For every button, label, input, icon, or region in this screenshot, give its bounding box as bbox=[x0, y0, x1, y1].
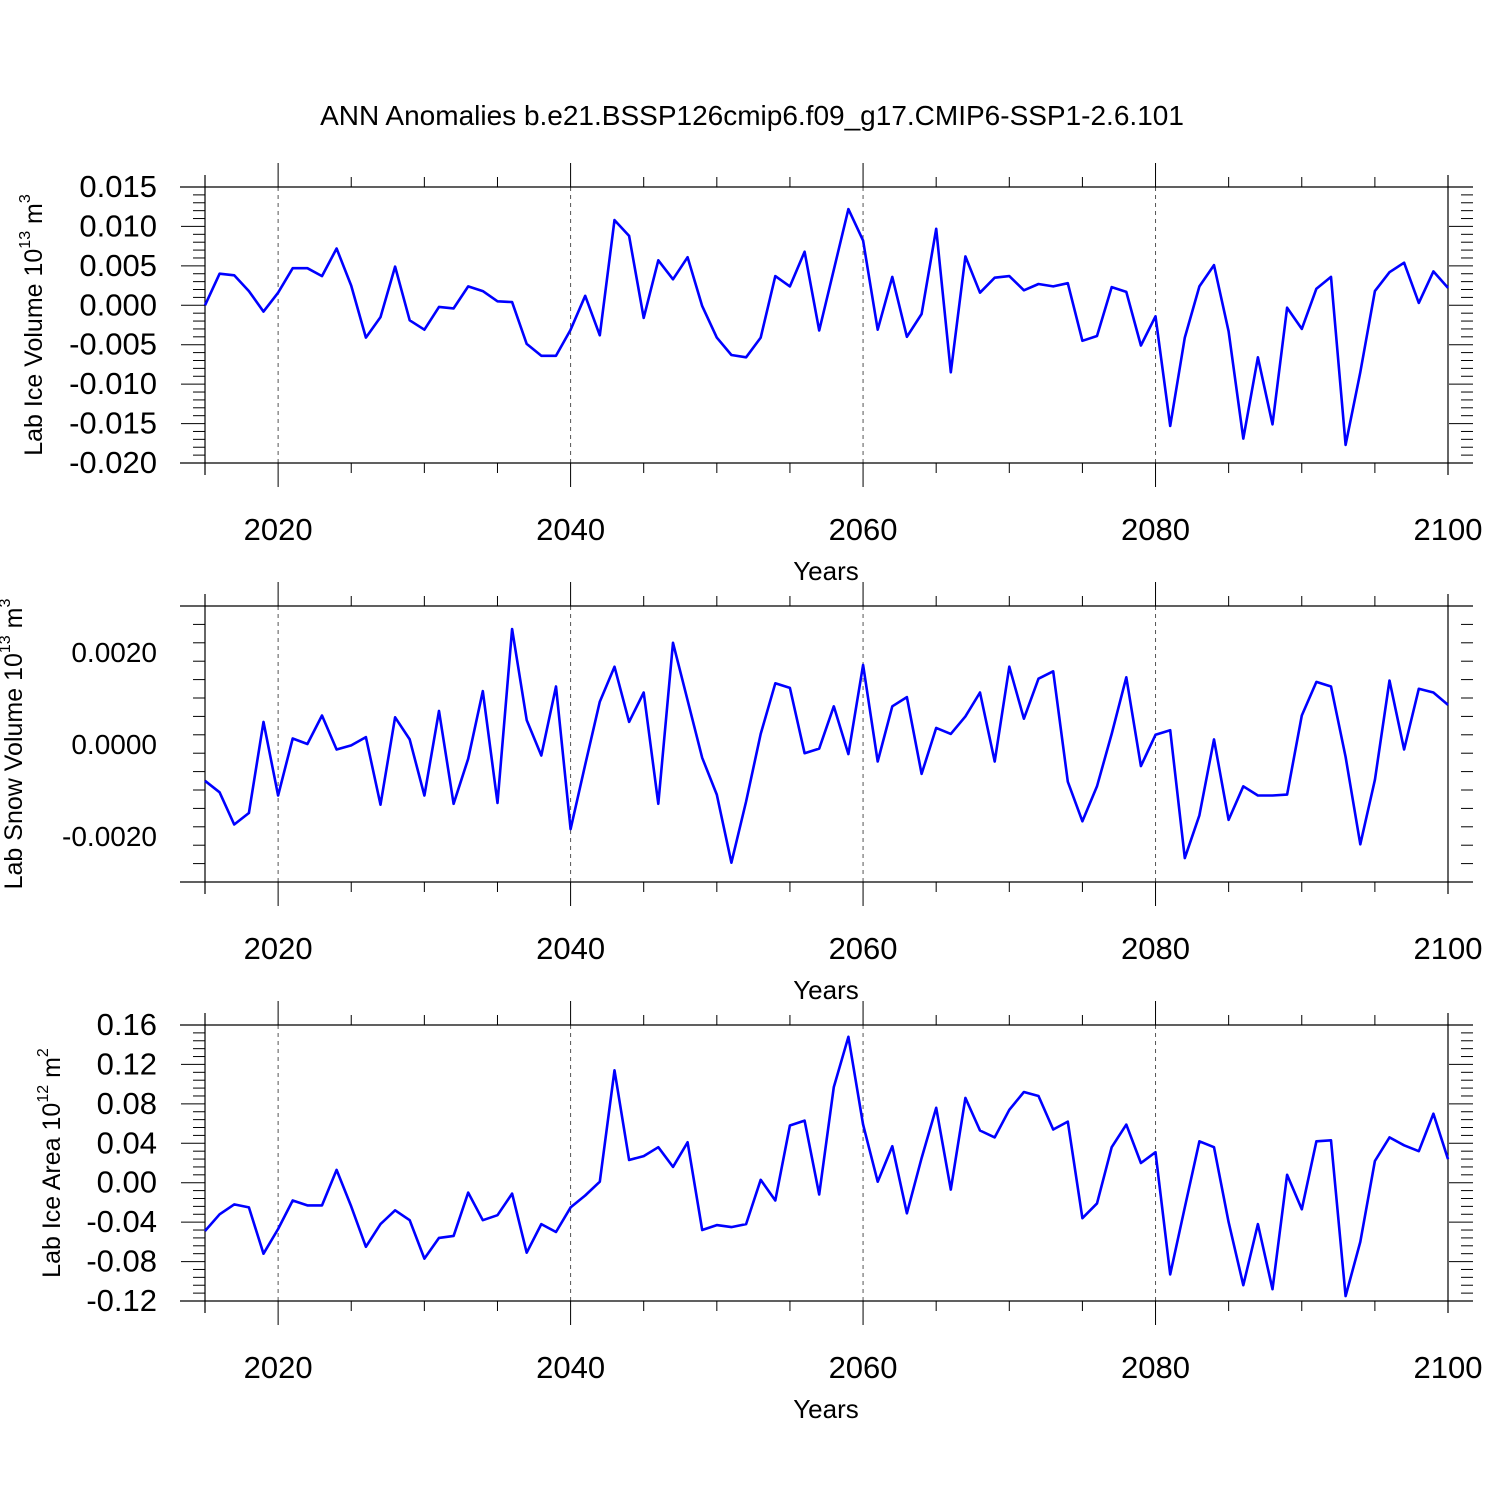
y-axis-label-pow: 3 bbox=[17, 194, 34, 203]
y-tick-label: 0.08 bbox=[97, 1086, 157, 1121]
y-axis-label-name: Lab Ice Area 10 bbox=[38, 1103, 66, 1278]
x-axis-label: Years bbox=[793, 1394, 859, 1424]
panel-1: 0.015 0.010 0.005 0.000 -0.005 -0.010 -0.015 -0… bbox=[17, 163, 1482, 586]
x-axis-label: Years bbox=[793, 556, 859, 586]
x-tick-label: 2040 bbox=[536, 931, 605, 966]
x-tick-label: 2060 bbox=[829, 512, 898, 547]
y-tick-label: 0.005 bbox=[79, 248, 157, 283]
y-tick-label: -0.015 bbox=[69, 406, 157, 441]
y-tick-label: 0.16 bbox=[97, 1007, 157, 1042]
series-line bbox=[204, 1035, 1450, 1298]
chart-title: ANN Anomalies b.e21.BSSP126cmip6.f09_g17… bbox=[320, 100, 1184, 131]
x-tick-label: 2020 bbox=[244, 512, 313, 547]
y-tick-label: -0.0020 bbox=[62, 821, 157, 852]
y-axis-label-pow: 2 bbox=[35, 1048, 52, 1057]
y-tick-label: 0.12 bbox=[97, 1046, 157, 1081]
x-tick-label: 2040 bbox=[536, 512, 605, 547]
y-tick-label: -0.010 bbox=[69, 366, 157, 401]
y-axis-label-exp: 13 bbox=[0, 635, 14, 653]
x-tick-label: 2100 bbox=[1414, 1350, 1483, 1385]
y-tick-label: 0.0000 bbox=[71, 729, 157, 760]
y-tick-label: -0.005 bbox=[69, 327, 157, 362]
series-line bbox=[204, 627, 1449, 865]
x-tick-label: 2040 bbox=[536, 1350, 605, 1385]
panel-2: 0.0020 0.0000 -0.0020 2020 2040 2060 2080 2100 Y… bbox=[0, 582, 1482, 1005]
y-axis-label: Lab Ice Area 1012 m2 bbox=[35, 1048, 66, 1278]
x-tick-label: 2080 bbox=[1121, 1350, 1190, 1385]
y-axis-label-name: Lab Snow Volume 10 bbox=[0, 653, 28, 889]
y-tick-label: 0.010 bbox=[79, 208, 157, 243]
y-tick-label: 0.015 bbox=[79, 169, 157, 204]
y-tick-label: 0.0020 bbox=[71, 637, 157, 668]
y-axis-label: Lab Snow Volume 1013 m3 bbox=[0, 599, 28, 890]
y-tick-label: 0.00 bbox=[97, 1165, 157, 1200]
y-axis-label: Lab Ice Volume 1013 m3 bbox=[17, 194, 48, 456]
y-tick-label: -0.08 bbox=[86, 1244, 157, 1279]
x-tick-label: 2100 bbox=[1414, 931, 1483, 966]
panels: 0.015 0.010 0.005 0.000 -0.005 -0.010 -0.015 -0… bbox=[0, 163, 1482, 1424]
x-tick-label: 2020 bbox=[244, 931, 313, 966]
y-tick-label: 0.000 bbox=[79, 287, 157, 322]
y-axis-label-unit: m bbox=[20, 203, 48, 231]
series-line bbox=[203, 207, 1449, 447]
y-axis-label-exp: 13 bbox=[17, 231, 34, 249]
x-tick-label: 2060 bbox=[829, 931, 898, 966]
y-axis-label-pow: 3 bbox=[0, 599, 14, 608]
y-axis-label-name: Lab Ice Volume 10 bbox=[20, 249, 48, 456]
y-axis-label-unit: m bbox=[0, 608, 28, 636]
x-tick-label: 2020 bbox=[244, 1350, 313, 1385]
y-tick-label: -0.04 bbox=[86, 1204, 157, 1239]
y-axis-label-exp: 12 bbox=[35, 1085, 52, 1103]
x-tick-label: 2080 bbox=[1121, 931, 1190, 966]
y-tick-label: -0.12 bbox=[86, 1283, 157, 1318]
x-axis-label: Years bbox=[793, 975, 859, 1005]
panel-3: 0.16 0.12 0.08 0.04 0.00 -0.04 -0.08 -0.12 2020 2… bbox=[35, 1001, 1482, 1424]
x-tick-label: 2060 bbox=[829, 1350, 898, 1385]
x-tick-label: 2080 bbox=[1121, 512, 1190, 547]
y-tick-label: 0.04 bbox=[97, 1125, 157, 1160]
x-tick-label: 2100 bbox=[1414, 512, 1483, 547]
y-axis-label-unit: m bbox=[38, 1057, 66, 1085]
y-tick-label: -0.020 bbox=[69, 445, 157, 480]
